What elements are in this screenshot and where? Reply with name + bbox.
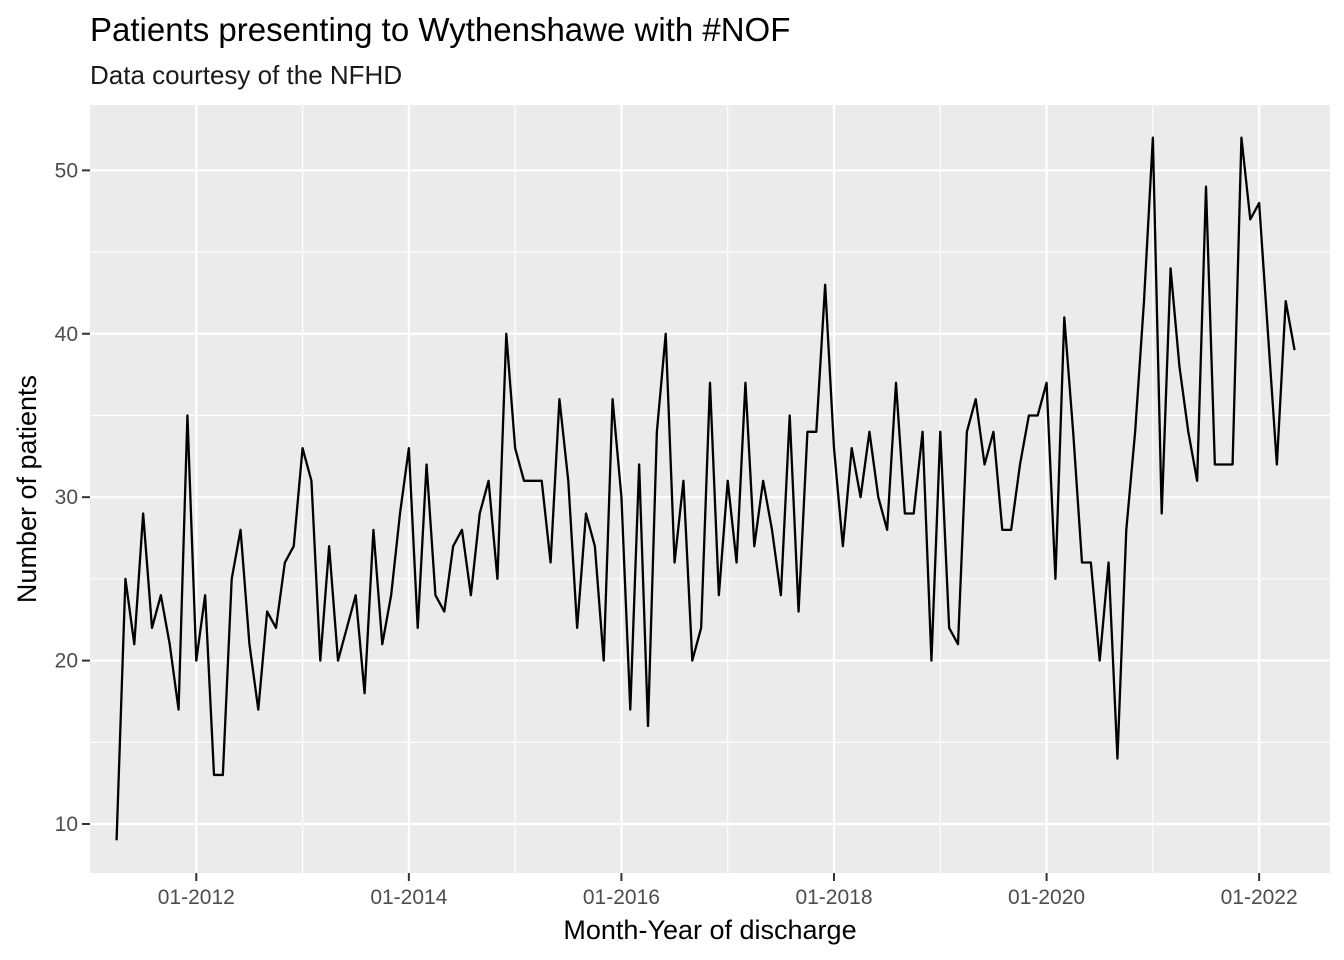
x-axis: 01-2012 01-2014 01-2016 01-2018 01-2020 01-20… — [158, 873, 1298, 909]
x-tick-label: 01-2018 — [795, 886, 872, 909]
y-tick-label: 10 — [55, 813, 78, 836]
x-axis-title: Month-Year of discharge — [563, 915, 856, 945]
chart-title: Patients presenting to Wythenshawe with … — [90, 11, 790, 48]
chart-subtitle: Data courtesy of the NFHD — [90, 60, 402, 90]
minor-gridlines — [90, 105, 1330, 873]
y-tick-label: 20 — [55, 650, 78, 673]
y-tick-label: 30 — [55, 486, 78, 509]
x-tick-label: 01-2012 — [158, 886, 235, 909]
x-tick-label: 01-2016 — [583, 886, 660, 909]
y-axis-title: Number of patients — [12, 375, 42, 603]
x-tick-label: 01-2020 — [1008, 886, 1085, 909]
plot-panel — [90, 105, 1330, 873]
y-tick-label: 40 — [55, 323, 78, 346]
x-tick-label: 01-2022 — [1221, 886, 1298, 909]
x-tick-label: 01-2014 — [370, 886, 447, 909]
series-line — [115, 136, 1296, 841]
y-axis: 10 20 30 40 50 — [55, 159, 90, 836]
y-tick-label: 50 — [55, 159, 78, 182]
